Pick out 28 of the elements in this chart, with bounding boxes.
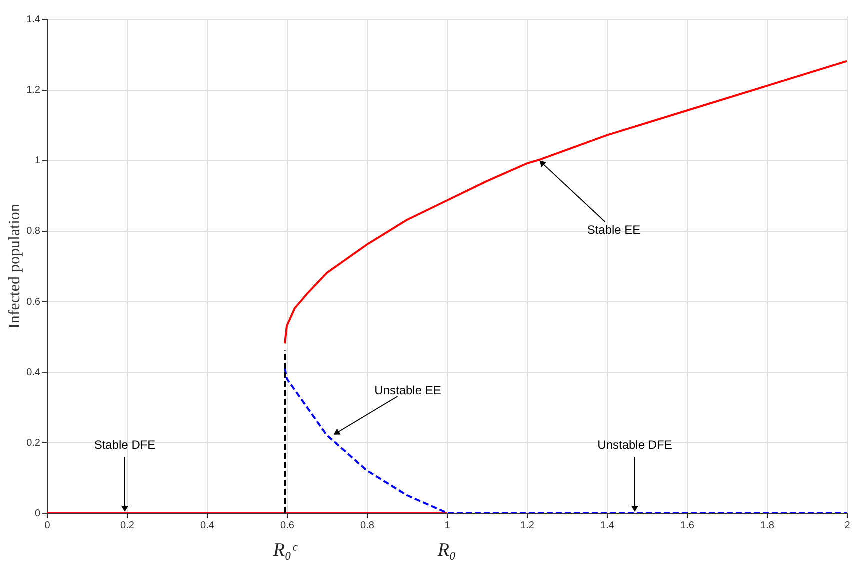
y-tick-label: 0.2 xyxy=(26,438,41,449)
x-tick-label: 0.8 xyxy=(360,520,375,532)
x-tick-label: 1 xyxy=(444,520,451,532)
x-tick-label: 1.4 xyxy=(600,520,615,532)
annotation: Unstable EE xyxy=(374,383,442,398)
y-tick-label: 1 xyxy=(34,156,41,167)
y-axis-title: Infected population xyxy=(6,204,24,329)
text: R₀ᶜ xyxy=(272,540,299,561)
y-tick-label: 1.4 xyxy=(26,14,41,26)
x-tick-label: 0.6 xyxy=(280,520,295,532)
x-tick-label: 0.4 xyxy=(200,520,215,532)
y-tick-label: 0 xyxy=(34,508,41,520)
annotation: Unstable DFE xyxy=(598,438,672,452)
annotation: Stable DFE xyxy=(94,438,156,452)
x-tick-label: 2 xyxy=(844,520,851,532)
x-tick-label: 0 xyxy=(44,520,51,532)
y-tick-label: 0.8 xyxy=(26,226,41,238)
x-tick-label: 1.8 xyxy=(760,520,775,532)
y-tick-label: 1.2 xyxy=(26,85,41,96)
y-tick-label: 0.4 xyxy=(26,367,41,378)
line-series xyxy=(284,367,847,513)
x-tick-label: 1.2 xyxy=(520,520,535,532)
x-tick-label: 1.6 xyxy=(680,520,695,532)
text: R₀ xyxy=(436,540,456,561)
y-tick-label: 0.6 xyxy=(26,296,41,308)
annotation: Stable EE xyxy=(587,223,641,238)
line-series xyxy=(284,60,847,345)
x-tick-label: 0.2 xyxy=(120,520,135,532)
